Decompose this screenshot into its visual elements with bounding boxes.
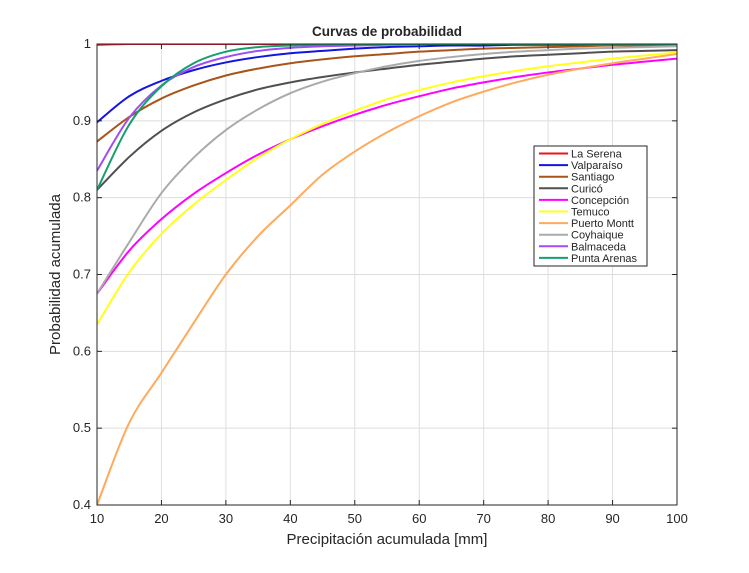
legend-label-temuco: Temuco xyxy=(571,207,610,219)
series-line-coyhaique xyxy=(97,45,677,295)
y-tick-label: 0.8 xyxy=(73,190,91,205)
y-tick-label: 0.6 xyxy=(73,343,91,358)
legend-label-valparaiso: Valparaíso xyxy=(571,160,623,172)
x-tick-label: 50 xyxy=(348,511,362,526)
y-tick-label: 1 xyxy=(84,36,91,51)
series-line-santiago xyxy=(97,44,677,143)
tick-marks xyxy=(96,43,678,506)
series-lines xyxy=(97,44,677,505)
x-tick-label: 60 xyxy=(412,511,426,526)
y-axis-label: Probabilidad acumulada xyxy=(47,193,64,355)
legend-label-punta-arenas: Punta Arenas xyxy=(571,253,638,265)
legend-label-la-serena: La Serena xyxy=(571,149,623,161)
x-tick-label: 90 xyxy=(605,511,619,526)
legend-label-santiago: Santiago xyxy=(571,172,614,184)
x-tick-label: 80 xyxy=(541,511,555,526)
legend-label-puerto-montt: Puerto Montt xyxy=(571,218,634,230)
x-tick-label: 70 xyxy=(476,511,490,526)
series-line-temuco xyxy=(97,51,677,325)
chart-title: Curvas de probabilidad xyxy=(312,24,462,39)
y-tick-label: 0.5 xyxy=(73,420,91,435)
legend: La SerenaValparaísoSantiagoCuricóConcepc… xyxy=(533,145,648,267)
x-tick-label: 20 xyxy=(154,511,168,526)
y-tick-label: 0.7 xyxy=(73,267,91,282)
x-tick-label: 30 xyxy=(219,511,233,526)
legend-label-curico: Curicó xyxy=(571,183,603,195)
series-line-curico xyxy=(97,49,677,191)
legend-label-balmaceda: Balmaceda xyxy=(571,241,627,253)
x-axis-label: Precipitación acumulada [mm] xyxy=(287,531,488,548)
legend-label-concepcion: Concepción xyxy=(571,195,629,207)
x-tick-label: 40 xyxy=(283,511,297,526)
x-tick-label: 10 xyxy=(90,511,104,526)
y-tick-labels: 0.4 0.5 0.6 0.7 0.8 0.9 1 xyxy=(73,36,91,512)
legend-label-coyhaique: Coyhaique xyxy=(571,230,624,242)
x-tick-label: 100 xyxy=(666,511,688,526)
series-line-punta-arenas xyxy=(97,44,677,191)
x-tick-labels: 10 20 30 40 50 60 70 80 90 100 xyxy=(90,511,688,526)
y-tick-label: 0.4 xyxy=(73,497,91,512)
series-line-puerto-montt xyxy=(97,53,677,505)
y-tick-label: 0.9 xyxy=(73,113,91,128)
